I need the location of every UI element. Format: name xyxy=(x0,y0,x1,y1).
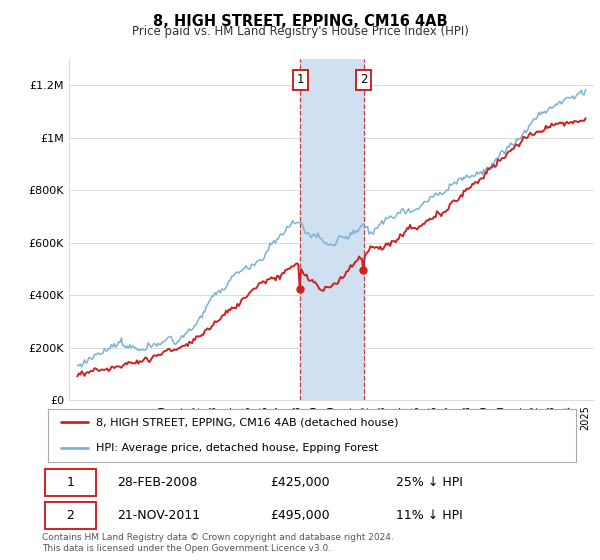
FancyBboxPatch shape xyxy=(46,502,95,529)
Text: Contains HM Land Registry data © Crown copyright and database right 2024.
This d: Contains HM Land Registry data © Crown c… xyxy=(42,533,394,553)
Text: 25% ↓ HPI: 25% ↓ HPI xyxy=(397,475,463,489)
Bar xyxy=(301,59,364,400)
Text: 8, HIGH STREET, EPPING, CM16 4AB: 8, HIGH STREET, EPPING, CM16 4AB xyxy=(152,14,448,29)
Text: 28-FEB-2008: 28-FEB-2008 xyxy=(116,475,197,489)
Text: 8, HIGH STREET, EPPING, CM16 4AB (detached house): 8, HIGH STREET, EPPING, CM16 4AB (detach… xyxy=(95,417,398,427)
Text: HPI: Average price, detached house, Epping Forest: HPI: Average price, detached house, Eppi… xyxy=(95,442,378,452)
Text: 1: 1 xyxy=(67,475,74,489)
Text: 21-NOV-2011: 21-NOV-2011 xyxy=(116,508,200,521)
Text: 2: 2 xyxy=(360,73,367,86)
Text: 2: 2 xyxy=(67,508,74,521)
Text: £425,000: £425,000 xyxy=(270,475,329,489)
Text: Price paid vs. HM Land Registry's House Price Index (HPI): Price paid vs. HM Land Registry's House … xyxy=(131,25,469,38)
FancyBboxPatch shape xyxy=(46,469,95,496)
Text: £495,000: £495,000 xyxy=(270,508,329,521)
Text: 1: 1 xyxy=(296,73,304,86)
Text: 11% ↓ HPI: 11% ↓ HPI xyxy=(397,508,463,521)
